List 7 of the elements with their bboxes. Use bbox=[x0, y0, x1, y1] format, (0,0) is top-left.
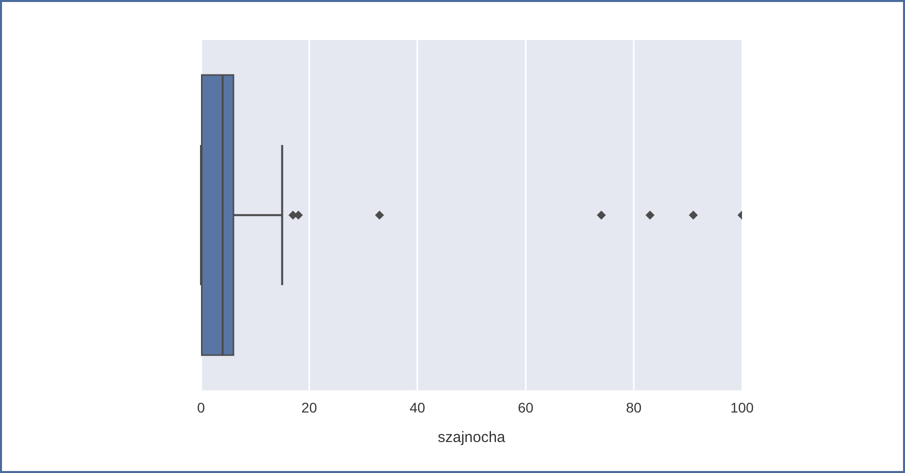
x-tick-label: 80 bbox=[626, 399, 642, 416]
x-tick-label: 20 bbox=[301, 399, 318, 416]
x-tick-label: 0 bbox=[197, 399, 206, 416]
x-tick-label: 40 bbox=[410, 399, 426, 416]
x-axis-title: szajnocha bbox=[438, 429, 506, 446]
x-tick-label: 100 bbox=[730, 399, 754, 416]
x-tick-label: 60 bbox=[518, 399, 534, 416]
